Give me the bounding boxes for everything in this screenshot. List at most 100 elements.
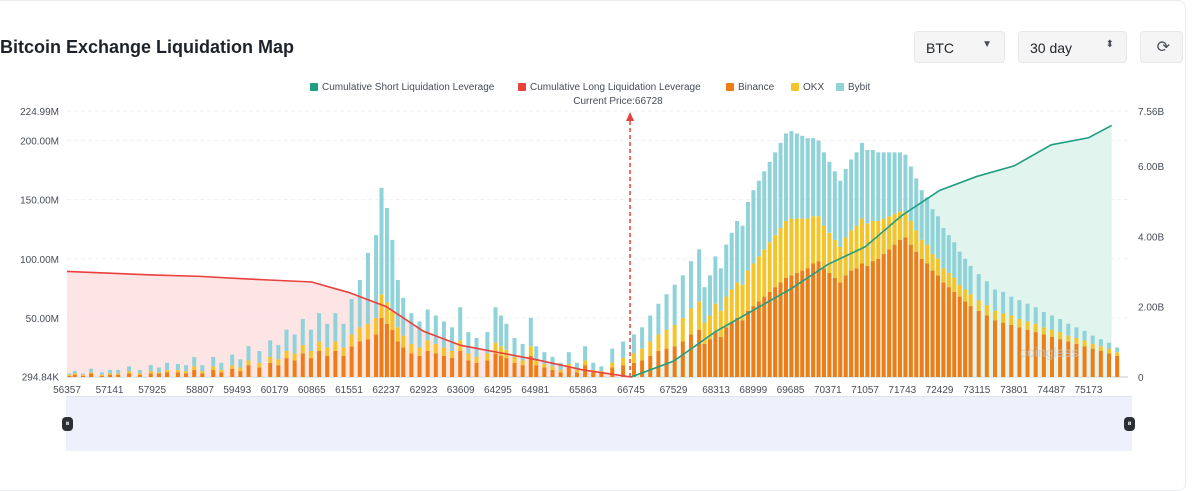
bar-binance xyxy=(946,287,951,377)
bar-bybit xyxy=(648,315,653,342)
bar-bybit xyxy=(349,298,354,335)
bar-binance xyxy=(688,334,693,377)
bar-binance xyxy=(1017,327,1022,377)
bar-okx xyxy=(881,218,886,255)
bar-bybit xyxy=(631,334,636,354)
bar-bybit xyxy=(778,142,783,229)
bar-okx xyxy=(365,323,370,340)
zoom-handle-left[interactable]: ⏸ xyxy=(62,417,73,431)
bar-bybit xyxy=(843,168,848,238)
bar-bybit xyxy=(957,251,962,285)
bar-bybit xyxy=(767,161,772,243)
bar-okx xyxy=(257,362,262,368)
bar-bybit xyxy=(341,323,346,348)
bar-bybit xyxy=(751,190,756,264)
x-axis-tick-label: 64981 xyxy=(521,385,549,396)
bar-binance xyxy=(395,341,400,377)
bar-okx xyxy=(498,346,503,356)
page-title: Bitcoin Exchange Liquidation Map xyxy=(0,37,295,57)
bar-okx xyxy=(838,246,843,283)
bar-bybit xyxy=(724,244,729,297)
bar-binance xyxy=(849,270,854,377)
bar-okx xyxy=(72,373,77,375)
right-axis-tick-label: 4.00B xyxy=(1138,232,1164,243)
bar-bybit xyxy=(892,152,897,214)
bar-bybit xyxy=(963,258,968,290)
left-axis-tick-label: 50.00M xyxy=(26,314,59,325)
bar-binance xyxy=(773,287,778,377)
bar-okx xyxy=(300,345,305,354)
legend-swatch xyxy=(518,83,526,91)
bar-bybit xyxy=(374,235,379,318)
refresh-icon: ⟳ xyxy=(1156,39,1170,56)
bar-bybit xyxy=(520,343,525,361)
bar-binance xyxy=(610,367,615,377)
bar-binance xyxy=(108,374,113,377)
x-axis-tick-label: 64295 xyxy=(484,385,512,396)
bar-binance xyxy=(881,254,886,377)
bar-binance xyxy=(409,353,414,377)
bar-bybit xyxy=(425,309,430,341)
bar-okx xyxy=(433,343,438,354)
bar-binance xyxy=(648,355,653,377)
cumulative-long-area xyxy=(67,271,631,377)
zoom-handle-right[interactable]: ⏸ xyxy=(1124,417,1135,431)
bar-bybit xyxy=(859,142,864,219)
bar-bybit xyxy=(89,368,94,373)
bar-okx xyxy=(783,220,788,278)
bar-bybit xyxy=(493,307,498,343)
bar-binance xyxy=(892,244,897,377)
bar-okx xyxy=(268,356,273,363)
bar-okx xyxy=(89,372,94,374)
bar-okx xyxy=(493,342,498,354)
bar-binance xyxy=(631,362,636,377)
bar-binance xyxy=(192,369,197,377)
x-axis-tick-label: 69685 xyxy=(777,385,805,396)
zoom-slider-track[interactable] xyxy=(66,396,1132,451)
updown-arrows-icon: ⬍ xyxy=(1105,39,1114,50)
bar-okx xyxy=(99,374,104,376)
bar-okx xyxy=(379,294,384,318)
bar-okx xyxy=(778,228,783,283)
bar-bybit xyxy=(292,334,297,354)
bar-bybit xyxy=(1066,323,1071,336)
bar-bybit xyxy=(441,321,446,348)
left-axis-tick-label: 294.84K xyxy=(22,373,60,384)
bar-okx xyxy=(441,347,446,356)
bar-bybit xyxy=(919,190,924,240)
bar-bybit xyxy=(952,242,957,278)
x-axis-tick-label: 62237 xyxy=(372,385,400,396)
bar-binance xyxy=(963,301,968,377)
range-select[interactable]: 30 day ⬍ xyxy=(1018,31,1127,63)
bar-binance xyxy=(89,373,94,377)
x-axis-tick-label: 56357 xyxy=(53,385,81,396)
bar-binance xyxy=(1058,339,1063,377)
bar-okx xyxy=(767,242,772,292)
bar-bybit xyxy=(897,152,902,212)
bar-binance xyxy=(925,263,930,377)
bar-bybit xyxy=(379,187,384,295)
coin-select[interactable]: BTC ▼ xyxy=(914,31,1005,63)
bar-bybit xyxy=(976,274,981,301)
bar-binance xyxy=(211,369,216,377)
refresh-button[interactable]: ⟳ xyxy=(1140,31,1183,63)
bar-binance xyxy=(800,270,805,377)
bar-okx xyxy=(849,230,854,271)
bar-bybit xyxy=(697,249,702,302)
bar-okx xyxy=(349,334,354,347)
bar-binance xyxy=(520,365,525,377)
bar-bybit xyxy=(558,362,563,370)
bar-binance xyxy=(984,315,989,377)
bar-binance xyxy=(165,372,170,377)
bar-okx xyxy=(718,310,723,337)
bar-bybit xyxy=(1025,303,1030,322)
bar-okx xyxy=(175,369,180,373)
bar-binance xyxy=(300,353,305,377)
bar-okx xyxy=(963,289,968,302)
x-axis-tick-label: 73115 xyxy=(963,385,991,396)
bar-binance xyxy=(591,372,596,377)
bar-okx xyxy=(925,244,930,264)
bar-bybit xyxy=(401,297,406,336)
right-axis-tick-label: 0 xyxy=(1138,373,1144,384)
bar-bybit xyxy=(811,138,816,217)
